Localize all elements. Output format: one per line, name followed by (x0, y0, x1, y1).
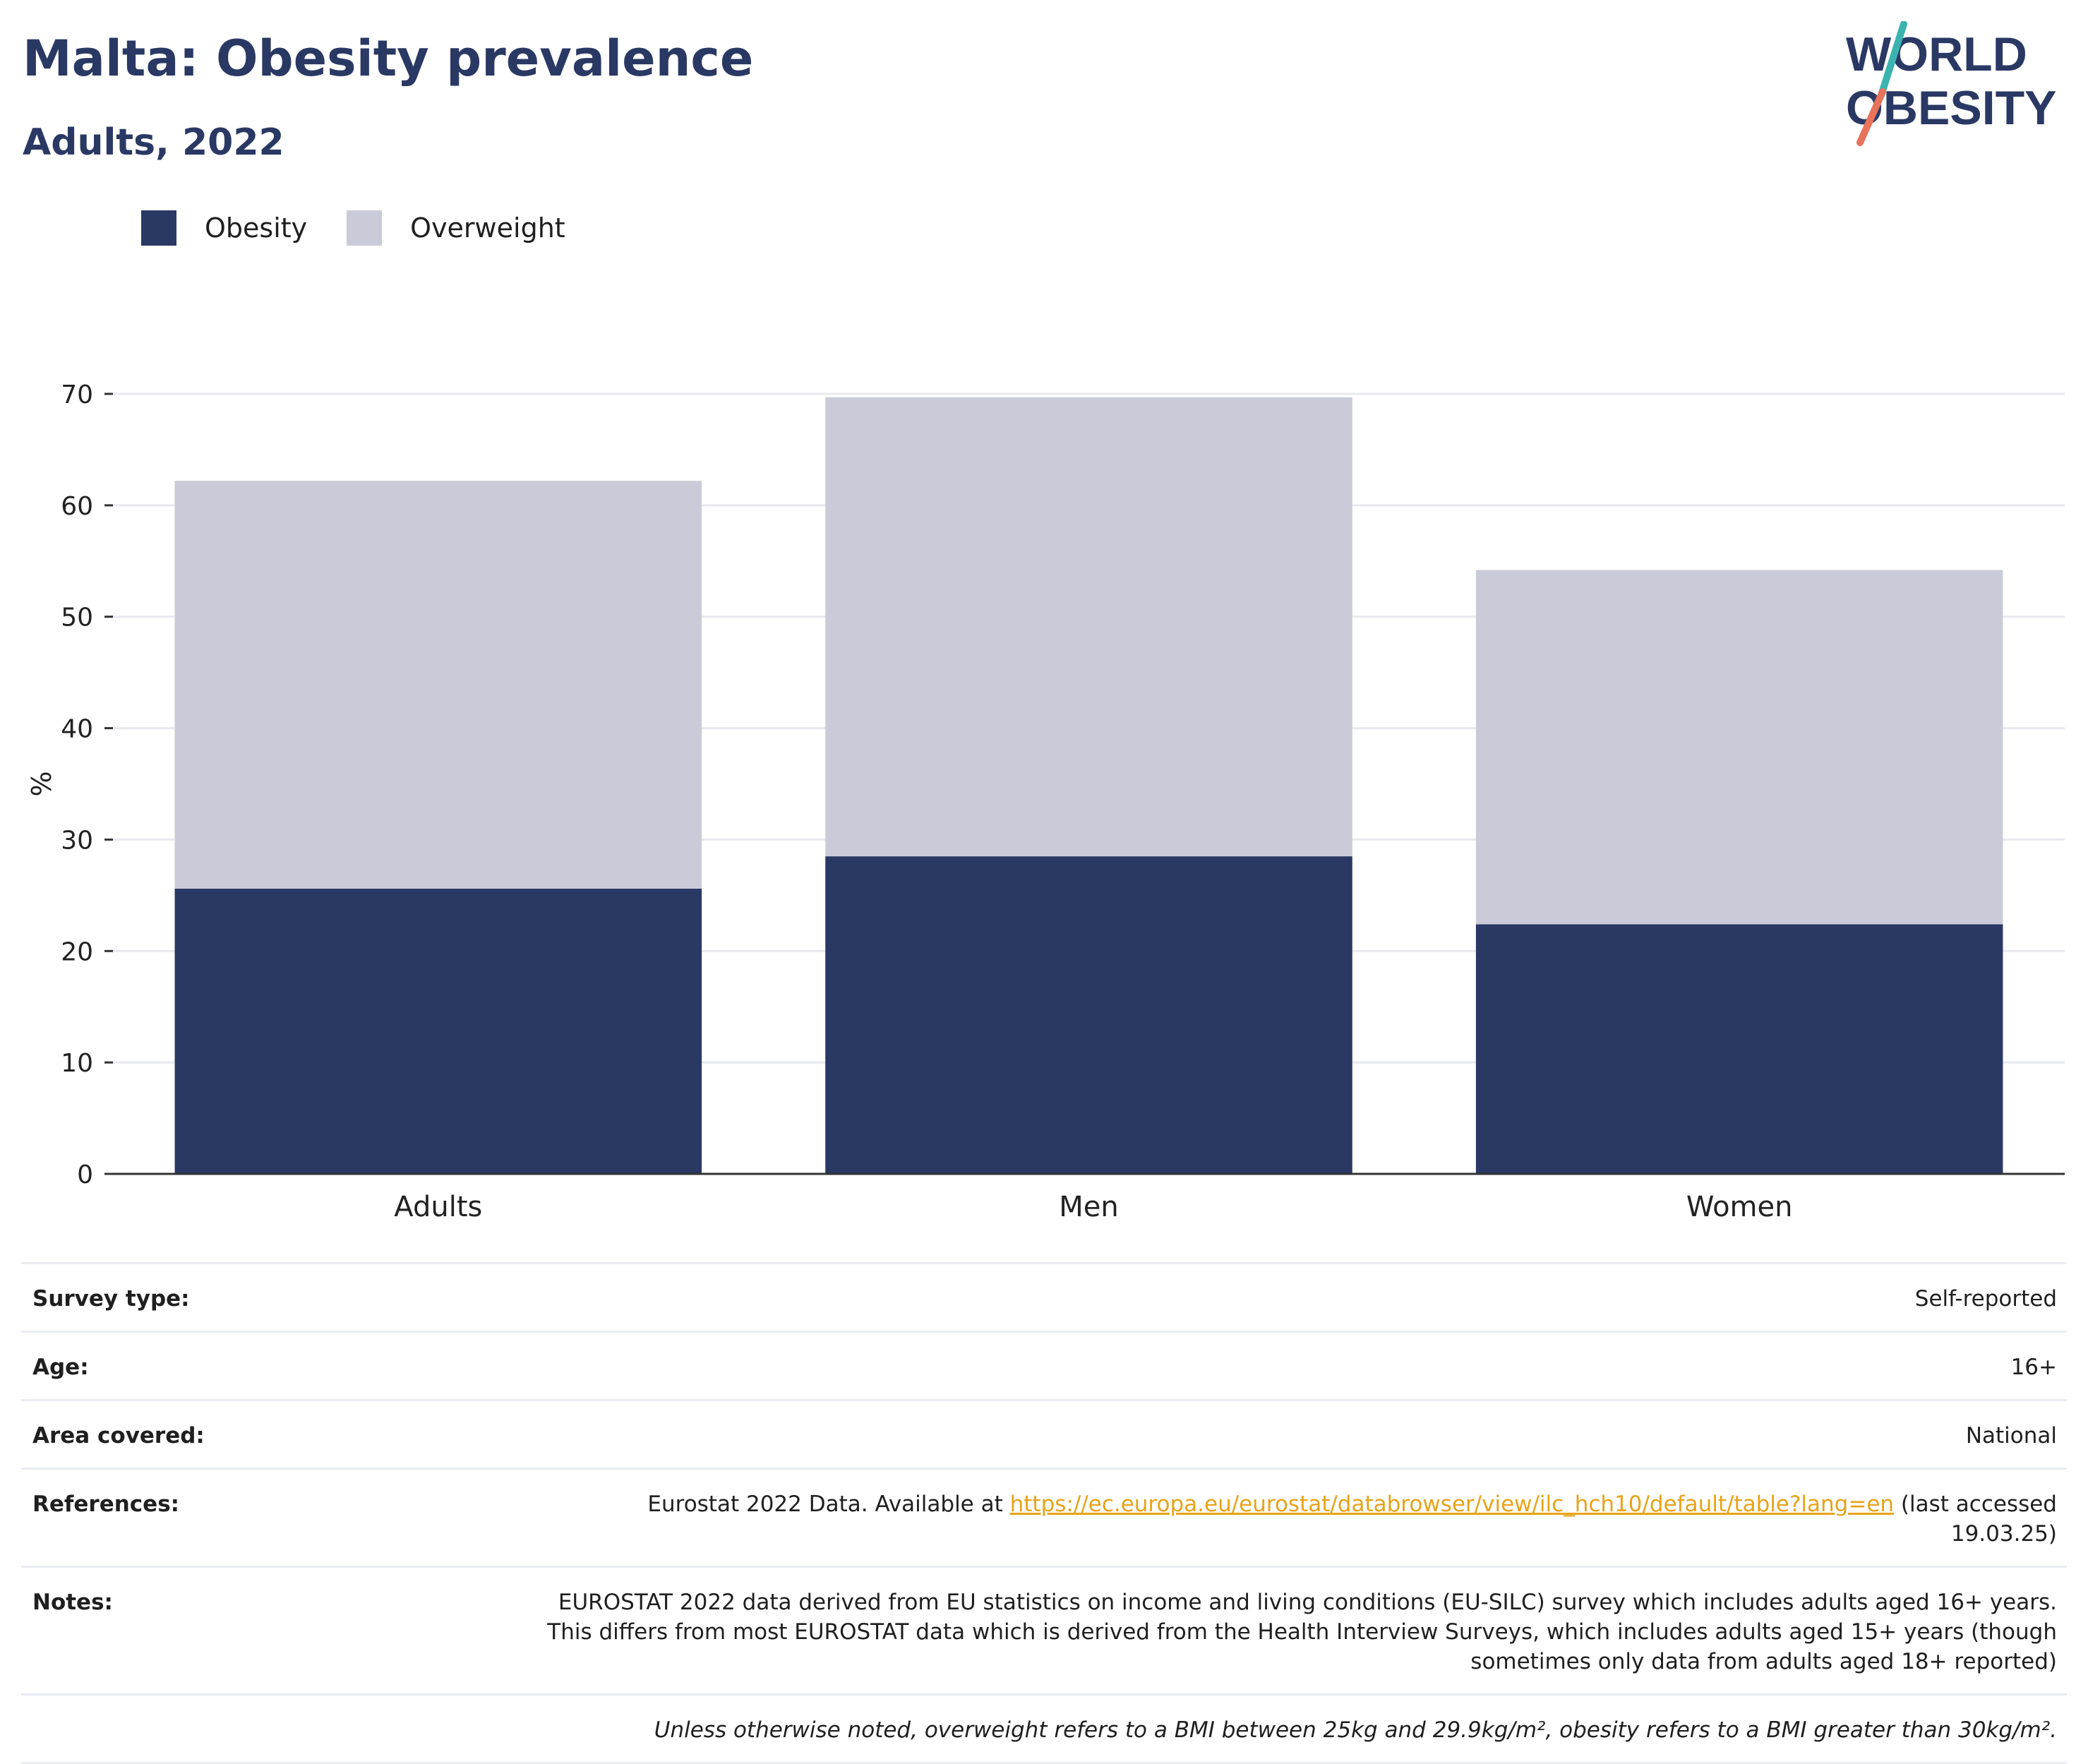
meta-row-notes: Notes: EUROSTAT 2022 data derived from E… (21, 1566, 2067, 1693)
meta-label: Notes: (32, 1590, 113, 1615)
y-tick-label: 70 (61, 380, 93, 409)
y-tick-label: 50 (61, 604, 93, 632)
bar-obesity-adults (174, 888, 702, 1174)
x-tick-label: Women (1686, 1191, 1793, 1223)
legend-label-obesity: Obesity (205, 212, 308, 244)
logo-slash-coral (1856, 88, 1886, 146)
bmi-note: Unless otherwise noted, overweight refer… (654, 1717, 2057, 1743)
meta-row-area: Area covered: National (21, 1399, 2067, 1468)
y-tick-label: 0 (77, 1160, 93, 1189)
chart-legend: Obesity Overweight (141, 210, 605, 246)
meta-value: Eurostat 2022 Data. Available at https:/… (645, 1489, 2057, 1549)
references-suffix: (last accessed 19.03.25) (1894, 1492, 2057, 1547)
y-tick-label: 30 (61, 826, 93, 855)
page-title: Malta: Obesity prevalence (23, 30, 754, 88)
meta-label: References: (32, 1492, 180, 1517)
y-tick-label: 60 (61, 492, 93, 521)
meta-value: National (1965, 1423, 2057, 1448)
meta-row-bmi-note: Unless otherwise noted, overweight refer… (21, 1693, 2067, 1764)
meta-label: Age: (32, 1355, 89, 1380)
page-subtitle: Adults, 2022 (23, 121, 284, 164)
legend-item-obesity[interactable]: Obesity (141, 210, 307, 246)
references-link[interactable]: https://ec.europa.eu/eurostat/databrowse… (1009, 1492, 1895, 1517)
y-tick-label: 10 (61, 1049, 93, 1078)
legend-label-overweight: Overweight (410, 212, 565, 244)
references-prefix: Eurostat 2022 Data. Available at (647, 1492, 1010, 1517)
meta-value: Self-reported (1914, 1286, 2057, 1312)
meta-row-age: Age: 16+ (21, 1331, 2067, 1399)
meta-value: EUROSTAT 2022 data derived from EU stati… (547, 1590, 2057, 1674)
legend-swatch-obesity (141, 210, 176, 246)
bar-chart: 0 10 20 30 40 50 60 70% Adults Men Women (26, 380, 2065, 1223)
bar-obesity-men (825, 856, 1352, 1174)
meta-label: Area covered: (32, 1423, 205, 1448)
legend-swatch-overweight (347, 210, 383, 246)
bar-overweight-women (1475, 570, 2003, 925)
meta-label: Survey type: (32, 1286, 190, 1312)
legend-item-overweight[interactable]: Overweight (347, 210, 565, 246)
y-tick-label: 20 (61, 937, 93, 966)
world-obesity-logo: WORLD OBESITY (1846, 21, 2057, 146)
x-tick-label: Adults (394, 1191, 482, 1223)
bar-obesity-women (1475, 924, 2003, 1174)
bar-overweight-men (825, 397, 1352, 857)
meta-row-survey-type: Survey type: Self-reported (21, 1262, 2067, 1331)
y-axis-label: % (26, 771, 57, 796)
metadata-table: Survey type: Self-reported Age: 16+ Area… (21, 1262, 2067, 1764)
bar-overweight-adults (174, 481, 702, 889)
logo-slash-teal (1878, 21, 1907, 99)
meta-value: 16+ (2010, 1355, 2057, 1380)
x-tick-label: Men (1059, 1191, 1118, 1223)
y-tick-label: 40 (61, 715, 93, 744)
meta-row-references: References: Eurostat 2022 Data. Availabl… (21, 1468, 2067, 1566)
logo-word-world: WORLD (1846, 28, 2027, 81)
